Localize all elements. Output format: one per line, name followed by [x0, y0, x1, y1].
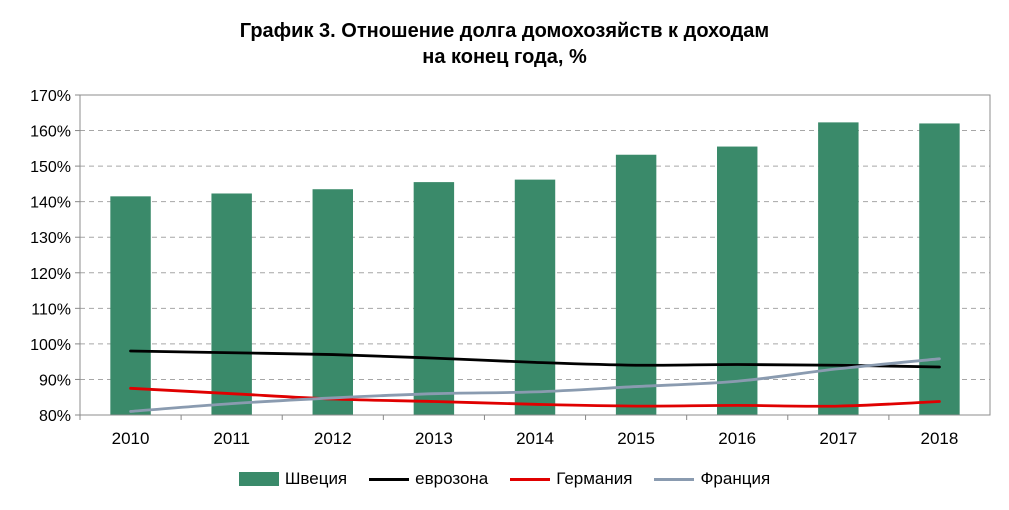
line-series	[129, 349, 941, 413]
y-tick-label: 160%	[30, 124, 71, 141]
y-tick-label: 80%	[39, 408, 71, 425]
x-tick-label: 2010	[112, 429, 150, 448]
legend-item: Швеция	[238, 469, 348, 489]
legend-swatch	[510, 477, 551, 481]
plot-border	[79, 94, 991, 416]
legend-item: еврозона	[369, 469, 488, 489]
bar-2014	[514, 179, 556, 415]
x-tick-label: 2018	[921, 429, 959, 448]
y-tick-label: 120%	[30, 266, 71, 283]
series-line-еврозона	[129, 349, 941, 369]
y-tick-label: 170%	[30, 88, 71, 105]
legend-item: Франция	[654, 469, 770, 489]
legend-label: Германия	[556, 469, 633, 488]
y-tick-label: 150%	[30, 159, 71, 176]
legend-label: Швеция	[284, 469, 348, 488]
bar-2013	[413, 182, 455, 415]
chart-title: График 3. Отношение долга домохозяйств к…	[0, 18, 1009, 70]
legend-swatch	[369, 477, 410, 481]
x-tick-label: 2015	[617, 429, 655, 448]
y-tick-label: 100%	[30, 337, 71, 354]
plot-frame	[79, 94, 991, 416]
y-tick-label: 140%	[30, 195, 71, 212]
bar-2010	[110, 196, 151, 415]
x-tick-label: 2016	[718, 429, 756, 448]
bar-2011	[211, 193, 252, 415]
x-tick-label: 2012	[314, 429, 352, 448]
legend-label: еврозона	[415, 469, 489, 488]
y-tick-label: 90%	[39, 372, 71, 389]
bar-2018	[919, 123, 960, 415]
legend-swatch	[654, 477, 695, 481]
y-tick-label: 130%	[30, 230, 71, 247]
series-line-Франция	[129, 357, 941, 413]
x-axis-ticks: 2010 2011 2012 2013 2014 2015 2016 2017 2018	[79, 415, 959, 448]
legend-label: Франция	[700, 469, 771, 488]
chart-title-line-2: на конец года, %	[422, 46, 587, 68]
x-tick-label: 2011	[213, 429, 250, 448]
bar-2012	[312, 189, 353, 415]
legend-swatch	[238, 472, 279, 486]
legend: Швеция еврозона Германия Франция	[0, 466, 1009, 492]
bar-2016	[717, 146, 758, 416]
legend-item: Германия	[510, 469, 632, 489]
chart-title-line-1: График 3. Отношение долга домохозяйств к…	[239, 20, 770, 42]
y-tick-label: 110%	[31, 301, 71, 318]
series-line-Германия	[129, 386, 941, 408]
y-axis-ticks: 80% 90% 100% 110% 120% 130% 140% 150% 160% 170%	[30, 88, 80, 425]
x-tick-label: 2013	[415, 429, 453, 448]
x-tick-label: 2017	[819, 429, 857, 448]
bar-2015	[615, 154, 657, 415]
x-tick-label: 2014	[516, 429, 554, 448]
